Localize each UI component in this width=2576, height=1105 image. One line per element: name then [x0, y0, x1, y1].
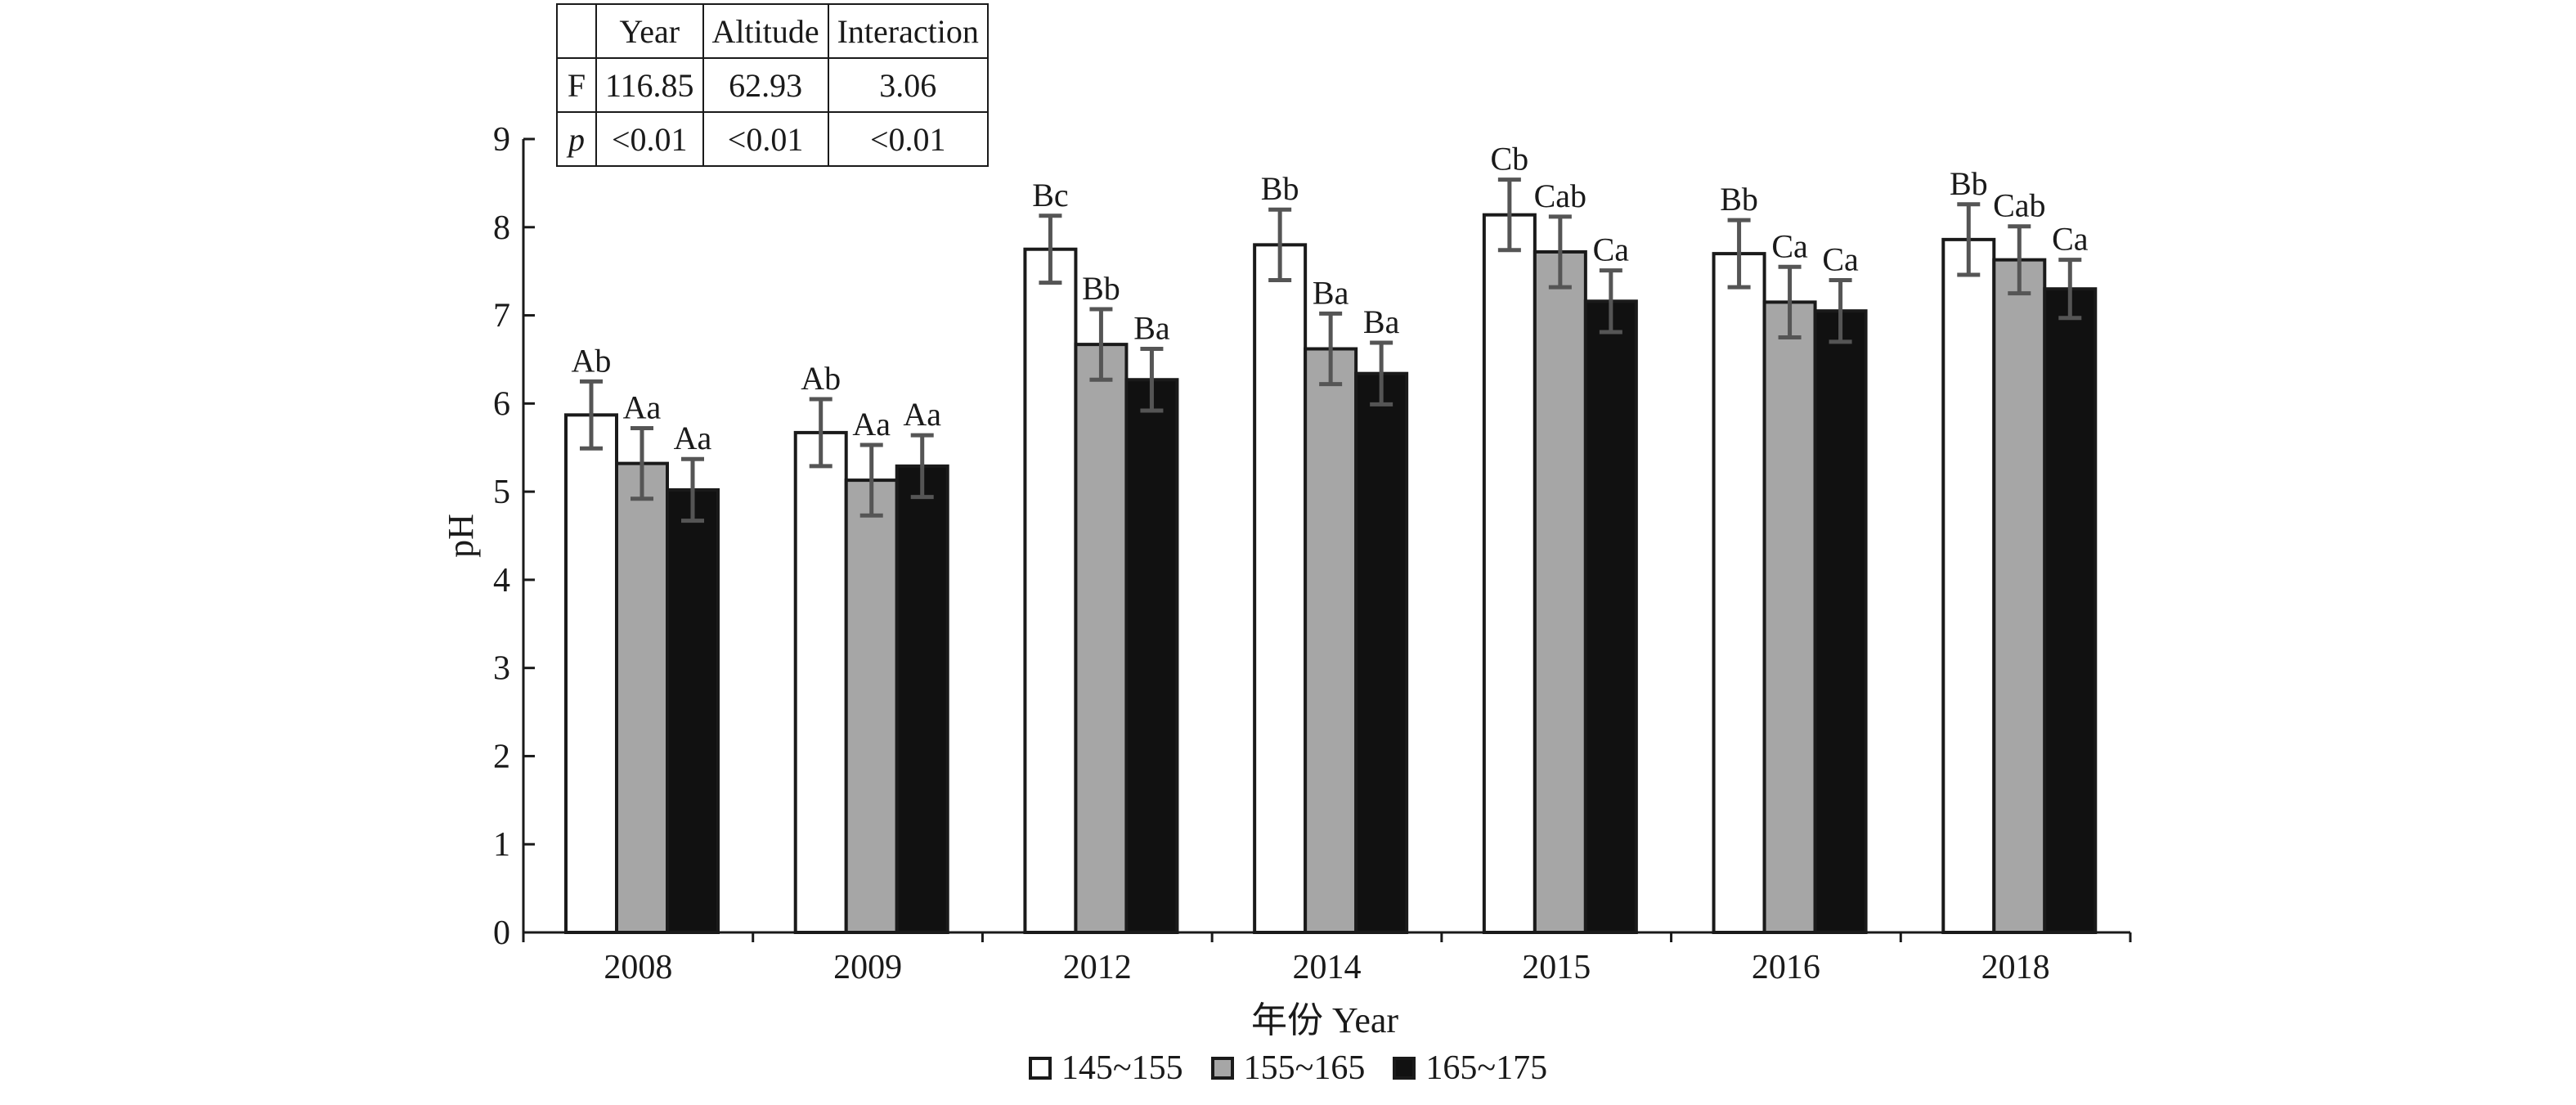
bar: [895, 464, 949, 934]
stats-cell-f-year: 116.85: [595, 57, 704, 113]
significance-letter: Ab: [572, 342, 612, 379]
bar: [1354, 371, 1409, 934]
y-tick-label: 5: [493, 474, 510, 511]
bar: [1124, 378, 1179, 934]
bar: [1482, 213, 1537, 934]
y-tick-label: 2: [493, 738, 510, 775]
y-tick-label: 1: [493, 826, 510, 864]
y-tick-label: 4: [493, 562, 510, 600]
stats-corner-cell: [556, 3, 597, 59]
legend-swatch-white: [1028, 1057, 1052, 1080]
significance-letter: Aa: [903, 396, 941, 433]
significance-letter: Ba: [1313, 274, 1349, 311]
significance-letter: Bb: [1261, 170, 1299, 207]
significance-letter: Aa: [674, 420, 712, 456]
legend-label: 145~155: [1061, 1049, 1183, 1087]
bar: [1992, 258, 2047, 934]
x-tick-label: 2014: [1293, 949, 1362, 986]
significance-letter: Ca: [2052, 221, 2089, 258]
x-tick-label: 2015: [1522, 949, 1591, 986]
significance-letter: Bb: [1950, 165, 1988, 202]
bar: [1583, 299, 1638, 934]
significance-letter: Aa: [852, 406, 891, 442]
bar: [666, 487, 720, 934]
x-tick-label: 2016: [1752, 949, 1820, 986]
x-axis-label: 年份 Year: [1251, 1000, 1398, 1040]
stats-header-year: Year: [595, 3, 704, 59]
legend-swatch-gray: [1210, 1057, 1234, 1080]
legend-item-145-155: 145~155: [1028, 1049, 1183, 1088]
bar: [1762, 300, 1817, 934]
bar: [844, 478, 899, 934]
bar: [1304, 347, 1358, 934]
y-tick-label: 6: [493, 385, 510, 423]
bar: [1023, 247, 1078, 934]
y-tick-label: 0: [493, 914, 510, 952]
legend-swatch-black: [1393, 1057, 1416, 1080]
y-tick-label: 7: [493, 298, 510, 335]
stats-row-label-f: F: [556, 57, 597, 113]
significance-letter: Aa: [623, 389, 662, 426]
significance-letter: Ab: [801, 360, 841, 397]
stats-header-interaction: Interaction: [827, 3, 989, 59]
significance-letter: Bb: [1720, 181, 1758, 218]
bar: [615, 461, 669, 934]
x-tick-label: 2018: [1981, 949, 2050, 986]
bar: [1941, 237, 1996, 935]
x-tick-label: 2008: [604, 949, 672, 986]
bar: [1533, 249, 1587, 934]
legend-item-165-175: 165~175: [1393, 1049, 1547, 1088]
stats-header-row: Year Altitude Interaction: [556, 3, 989, 59]
stats-cell-p-year: <0.01: [595, 111, 704, 167]
bar: [1074, 343, 1129, 935]
significance-letter: Cab: [1993, 187, 2045, 224]
stats-row-p: p <0.01 <0.01 <0.01: [556, 111, 989, 167]
y-axis-label: pH: [441, 514, 481, 558]
legend-label: 155~165: [1243, 1049, 1366, 1087]
significance-letter: Cb: [1491, 141, 1529, 177]
legend-item-155-165: 155~165: [1210, 1049, 1366, 1088]
stats-row-label-p: p: [556, 111, 597, 167]
stats-cell-f-altitude: 62.93: [702, 57, 829, 113]
bars: [564, 213, 2098, 935]
y-tick-label: 8: [493, 209, 510, 247]
y-tick-label: 9: [493, 121, 510, 159]
x-tick-label: 2012: [1063, 949, 1132, 986]
bar: [1813, 309, 1868, 934]
bar: [1712, 252, 1766, 935]
y-tick-label: 3: [493, 650, 510, 688]
bar: [2043, 287, 2098, 934]
tick-labels: 0 1 2 3 4 5 6 7 8 9 2008 2009 2012 2014 2015 2016 2018: [493, 121, 2050, 986]
legend: 145~155 155~165 165~175: [0, 1049, 2576, 1088]
significance-letter: Ca: [1822, 240, 1859, 277]
significance-letter: Ba: [1363, 303, 1400, 340]
stats-header-altitude: Altitude: [702, 3, 829, 59]
bar: [564, 413, 618, 935]
significance-letter: Cab: [1534, 177, 1586, 214]
significance-letter: Bc: [1032, 177, 1068, 213]
error-bars: [580, 177, 2082, 523]
stats-cell-f-interaction: 3.06: [827, 57, 989, 113]
significance-letter: Ca: [1771, 227, 1808, 264]
legend-label: 165~175: [1425, 1049, 1548, 1087]
significance-letter: Ba: [1133, 310, 1170, 347]
stats-cell-p-interaction: <0.01: [827, 111, 989, 167]
stats-row-f: F 116.85 62.93 3.06: [556, 57, 989, 113]
significance-letter: Bb: [1082, 270, 1120, 307]
bar: [1253, 243, 1308, 935]
anova-stats-table: Year Altitude Interaction F 116.85 62.93…: [556, 3, 989, 167]
stats-cell-p-altitude: <0.01: [702, 111, 829, 167]
x-tick-label: 2009: [833, 949, 902, 986]
bar: [793, 430, 848, 934]
significance-letter: Ca: [1593, 231, 1630, 268]
